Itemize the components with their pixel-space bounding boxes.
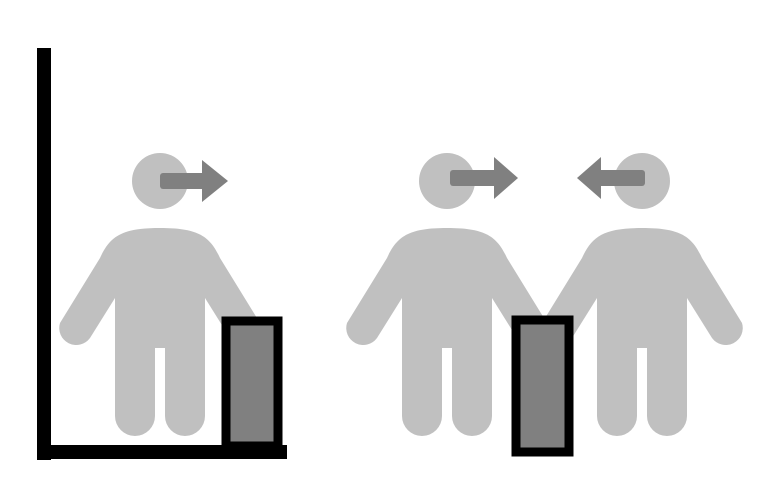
corner-frame [37,48,287,460]
left-panel [37,48,287,460]
arrow-right-icon [450,157,518,199]
right-panel [346,153,743,457]
rectangle-block-icon [511,315,574,457]
arrow-right-icon [160,160,228,202]
rectangle-block-icon [221,316,283,451]
arrow-left-icon [577,157,645,199]
